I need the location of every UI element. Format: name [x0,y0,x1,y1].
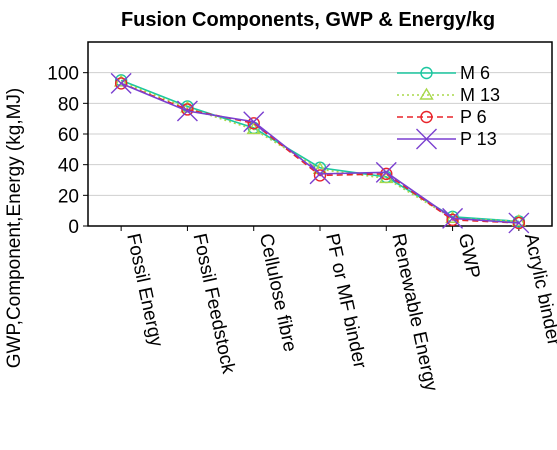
data-point [247,117,260,130]
data-point [375,161,397,183]
legend: M 6M 13P 6P 13 [397,63,500,150]
y-tick-label: 20 [58,186,79,207]
legend-label: M 13 [460,85,500,105]
x-tick-label: Acrylic binder [520,232,557,349]
data-point [176,100,198,122]
y-tick-label: 80 [58,94,79,115]
data-point [379,171,394,184]
series-line [120,81,519,223]
legend-label: P 13 [460,129,497,149]
x-tick-label: Renewable Energy [387,232,441,394]
data-point [508,212,530,234]
series-line [120,82,519,224]
data-point [420,110,433,124]
data-point [419,87,434,100]
x-tick-label: Cellulose fibre [255,232,301,354]
data-point [243,111,265,133]
chart-title: Fusion Components, GWP & Energy/kg [121,9,495,31]
legend-label: P 6 [460,107,487,127]
series-line [120,79,519,223]
data-point [313,169,327,182]
data-point [309,163,331,185]
data-point [442,207,464,229]
y-tick-label: 100 [47,64,79,85]
data-point [380,167,393,181]
x-tick-label: Fossil Feedstock [189,232,239,376]
data-point [114,77,128,90]
x-tick-label: Fossil Energy [122,232,167,349]
data-point [446,213,459,227]
x-tick-label: PF or MF binder [321,232,370,371]
y-tick-label: 0 [68,217,79,238]
y-tick-label: 60 [58,125,79,146]
data-point [420,66,433,80]
data-point [445,210,460,224]
legend-label: M 6 [460,63,490,83]
y-tick-label: 40 [58,156,79,177]
x-tick-label: GWP [454,232,484,281]
data-point [110,72,132,94]
data-point [416,128,437,150]
y-axis-label: GWP,Component,Energy (kg,MJ) [4,88,25,369]
